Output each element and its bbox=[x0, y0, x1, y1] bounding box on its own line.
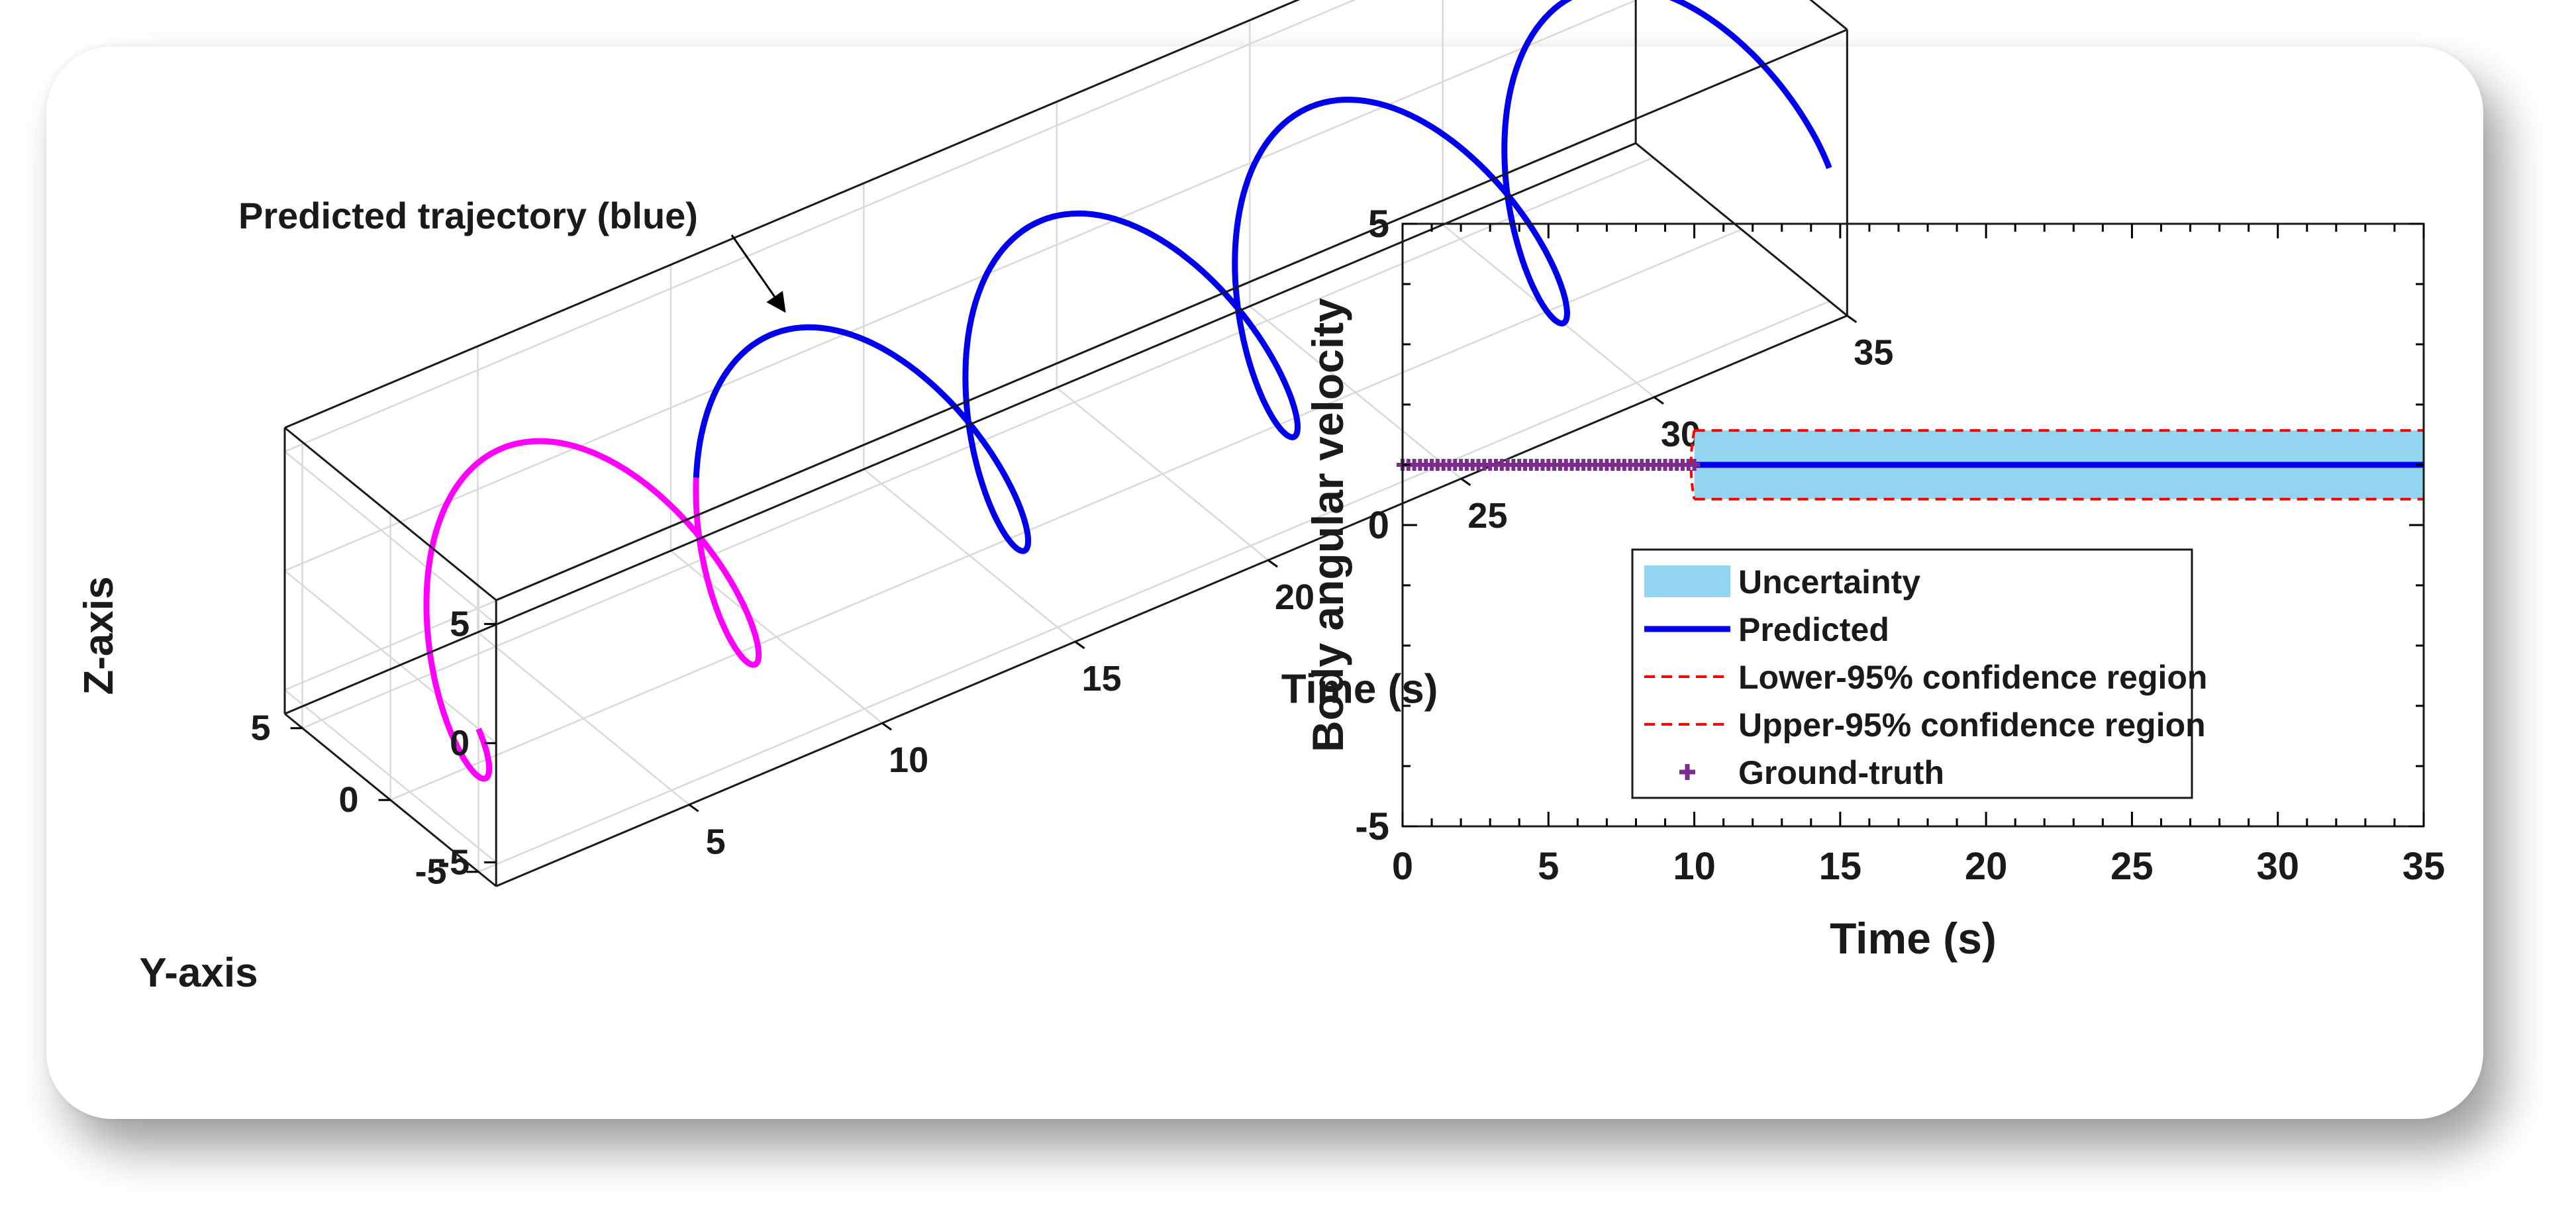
x-tick-mark bbox=[1460, 477, 1471, 487]
x-tick-label: 15 bbox=[1082, 659, 1122, 699]
legend-swatch-ground-truth bbox=[1679, 764, 1695, 780]
helix-predicted-segment bbox=[693, 0, 1832, 554]
axes-box-edge bbox=[495, 28, 1848, 601]
grid-line-floor bbox=[478, 300, 1830, 873]
z-tick-label: -5 bbox=[438, 842, 470, 882]
legend-swatch-uncertainty bbox=[1644, 565, 1730, 597]
z-tick-label: 0 bbox=[450, 723, 470, 763]
x-tick-label: 20 bbox=[1275, 577, 1314, 617]
x-tick-label: 35 bbox=[1854, 333, 1893, 373]
x-axis-label: Time (s) bbox=[1281, 666, 1438, 712]
x-tick-mark bbox=[1074, 640, 1085, 650]
legend-label: Ground-truth bbox=[1738, 754, 1944, 791]
legend-label: Predicted bbox=[1738, 611, 1889, 648]
axes-box-edge bbox=[1809, 0, 1848, 30]
y-tick-label: 5 bbox=[1368, 203, 1389, 246]
x-tick-label: 20 bbox=[1965, 845, 2008, 888]
confidence-join-dashed bbox=[1689, 430, 1696, 500]
x-tick-mark bbox=[1654, 396, 1664, 405]
grid-line-floor bbox=[390, 228, 1742, 801]
z-axis-label: Z-axis bbox=[76, 576, 122, 695]
ground-truth-marker bbox=[1688, 459, 1701, 471]
x-tick-label: 25 bbox=[2110, 845, 2154, 888]
x-tick-label: 10 bbox=[889, 740, 928, 780]
x-axis-label: Time (s) bbox=[1830, 914, 1997, 963]
x-tick-label: 25 bbox=[1467, 496, 1507, 536]
helix-ground-truth-segment bbox=[423, 438, 762, 782]
axes-box-edge bbox=[495, 315, 1848, 887]
axes-box-edge bbox=[1635, 142, 1848, 316]
x-tick-label: 0 bbox=[1392, 845, 1413, 888]
grid-line-back-wall bbox=[284, 0, 1356, 453]
axes-box-edge bbox=[284, 426, 497, 601]
grid-line-floor bbox=[302, 156, 1654, 729]
axes-box-edge bbox=[284, 142, 1636, 715]
annotation-arrow bbox=[730, 234, 786, 313]
y-tick-label: 5 bbox=[251, 708, 271, 748]
legend-label: Upper-95% confidence region bbox=[1738, 706, 2206, 744]
x-tick-mark bbox=[1846, 315, 1858, 323]
x-tick-label: 15 bbox=[1819, 845, 1862, 888]
x-tick-label: 5 bbox=[706, 822, 726, 861]
axes-box-edge bbox=[284, 0, 1301, 429]
trajectory-annotation: Predicted trajectory (blue) bbox=[238, 195, 698, 236]
y-tick-label: 0 bbox=[339, 780, 359, 820]
legend-label: Uncertainty bbox=[1738, 563, 1920, 601]
y-axis-label: Body angular velocity bbox=[1303, 298, 1352, 752]
x-tick-label: 10 bbox=[1673, 845, 1716, 888]
legend-label: Lower-95% confidence region bbox=[1738, 659, 2207, 696]
z-tick-label: 5 bbox=[450, 604, 470, 644]
x-tick-label: 30 bbox=[2256, 845, 2299, 888]
grid-line-back-wall bbox=[284, 0, 1636, 572]
x-tick-mark bbox=[881, 722, 892, 731]
y-tick-label: -5 bbox=[1355, 805, 1389, 848]
y-axis-label: Y-axis bbox=[139, 950, 258, 996]
x-tick-label: 5 bbox=[1538, 845, 1559, 888]
y-tick-label: -5 bbox=[415, 852, 447, 892]
y-tick-label: 0 bbox=[1368, 504, 1389, 547]
x-tick-mark bbox=[688, 804, 699, 812]
x-tick-label: 35 bbox=[2403, 845, 2446, 888]
x-tick-mark bbox=[1267, 559, 1278, 568]
